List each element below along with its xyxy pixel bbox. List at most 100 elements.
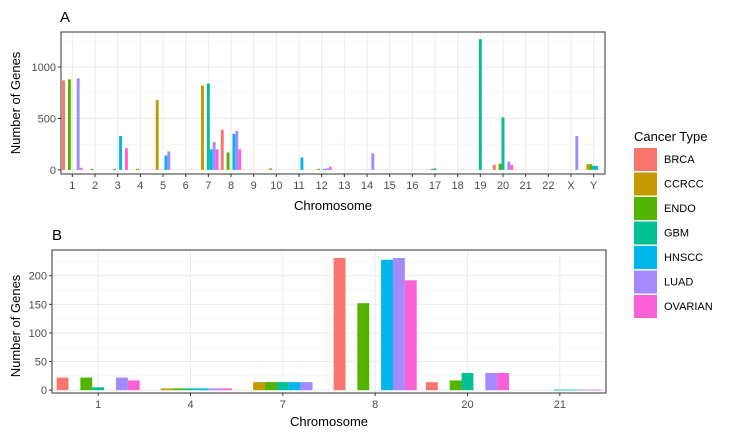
- legend-label-hnscc: HNSCC: [664, 252, 703, 264]
- panel-a-border: [60, 31, 606, 175]
- bar-endo-chr-1: [67, 79, 71, 170]
- x-tick-label: 2: [92, 180, 98, 192]
- x-tick-label: 13: [338, 180, 350, 192]
- bar-ccrcc-chr-4: [160, 388, 173, 391]
- bar-brca-chr-20: [425, 382, 438, 391]
- x-tick-label: 1: [69, 180, 75, 192]
- x-tick-label: 19: [474, 180, 486, 192]
- x-tick-label: 9: [251, 180, 257, 192]
- bar-endo-chr-8: [226, 152, 230, 170]
- legend-swatch-hnscc: [634, 246, 657, 269]
- bar-ccrcc-chr-10: [269, 168, 272, 170]
- y-tick-label: 0: [41, 385, 47, 397]
- x-tick-label: 21: [520, 180, 532, 192]
- x-tick-label: 16: [406, 180, 418, 192]
- bar-hnscc-chr-7: [209, 149, 213, 170]
- legend-label-luad: LUAD: [664, 277, 693, 289]
- bar-endo-chr-1: [80, 377, 93, 391]
- panel-b-border: [51, 249, 607, 394]
- legend-label-ccrcc: CCRCC: [664, 179, 704, 191]
- bar-endo-chr-4: [172, 388, 185, 391]
- x-tick-label: 21: [554, 399, 566, 411]
- bar-gbm-chr-20: [501, 117, 505, 170]
- x-tick-label: 8: [372, 399, 378, 411]
- bar-gbm-chr-7: [276, 382, 289, 391]
- bar-ovarian-chr-21: [589, 389, 602, 391]
- bar-endo-chr-Y: [589, 164, 593, 170]
- bar-luad-chr-7: [300, 382, 313, 391]
- legend-swatch-gbm: [634, 221, 657, 245]
- panel-a-y-axis-title: Number of Genes: [8, 51, 23, 154]
- bar-hnscc-chr-8: [381, 259, 393, 391]
- x-tick-label: 4: [137, 180, 143, 192]
- bar-gbm-chr-17: [433, 168, 437, 170]
- bar-gbm-chr-19: [478, 39, 482, 170]
- x-tick-label: 1: [95, 399, 101, 411]
- bar-hnscc-chr-7: [288, 382, 301, 391]
- legend-swatch-ccrcc: [634, 172, 657, 196]
- legend-label-brca: BRCA: [664, 154, 695, 166]
- bar-ovarian-chr-8: [404, 280, 417, 391]
- panel-a-background: [61, 32, 605, 174]
- y-tick-label: 150: [29, 299, 47, 311]
- x-tick-label: 18: [452, 180, 464, 192]
- bar-endo-chr-3: [113, 168, 117, 170]
- y-tick-label: 0: [50, 165, 56, 177]
- y-tick-label: 50: [35, 357, 47, 369]
- legend-label-gbm: GBM: [664, 228, 689, 240]
- x-tick-label: 20: [497, 180, 509, 192]
- x-tick-label: 20: [461, 399, 473, 411]
- legend-swatch-brca: [634, 148, 657, 171]
- bar-hnscc-chr-12: [323, 168, 327, 170]
- legend-swatch-endo: [634, 197, 657, 220]
- bar-ovarian-chr-12: [328, 166, 332, 170]
- x-tick-label: X: [567, 180, 575, 192]
- bar-brca-chr-20: [492, 164, 496, 170]
- bar-ovarian-chr-1: [79, 167, 83, 170]
- panel-b-plot: 0 50 100 150 200 1 4 7 8 20 21: [29, 249, 607, 411]
- x-tick-label: 3: [115, 180, 121, 192]
- bar-endo-chr-4: [135, 168, 139, 170]
- bar-luad-chr-20: [485, 372, 498, 391]
- bar-luad-chr-8: [392, 258, 405, 391]
- bar-luad-chr-5: [167, 151, 171, 170]
- y-tick-label: 1000: [32, 62, 56, 74]
- bar-ovarian-chr-20: [497, 372, 510, 391]
- bar-endo-chr-7: [265, 382, 277, 391]
- x-tick-label: 4: [187, 399, 193, 411]
- bar-luad-chr-4: [208, 388, 221, 391]
- bar-brca-chr-8: [333, 258, 346, 391]
- x-tick-label: 15: [384, 180, 396, 192]
- bar-hnscc-chr-3: [119, 135, 123, 170]
- bar-ovarian-chr-7: [215, 149, 219, 170]
- bar-brca-chr-8: [220, 129, 224, 170]
- y-tick-label: 500: [38, 113, 56, 125]
- y-tick-label: 200: [29, 271, 47, 283]
- bar-brca-chr-1: [56, 377, 69, 391]
- bar-luad-chr-21: [577, 389, 590, 391]
- bar-gbm-chr-1: [92, 387, 105, 391]
- bar-endo-chr-12: [317, 168, 321, 170]
- legend-items: BRCA CCRCC ENDO GBM HNSCC LUAD OVARIAN: [634, 148, 713, 318]
- x-tick-label: 14: [361, 180, 373, 192]
- legend-swatch-ovarian: [634, 295, 657, 318]
- bar-gbm-chr-20: [461, 372, 474, 391]
- legend-label-ovarian: OVARIAN: [664, 301, 713, 313]
- bar-gbm-chr-7: [206, 83, 210, 170]
- bar-luad-chr-1: [115, 377, 128, 391]
- bar-hnscc-chr-11: [300, 157, 304, 170]
- legend-label-endo: ENDO: [664, 203, 696, 215]
- bar-ovarian-chr-20: [510, 164, 514, 170]
- legend-title: Cancer Type: [634, 129, 707, 144]
- x-tick-label: 22: [542, 180, 554, 192]
- x-tick-label: 8: [228, 180, 234, 192]
- x-tick-label: 7: [280, 399, 286, 411]
- bar-gbm-chr-Y: [592, 165, 596, 170]
- panel-b-x-axis-title: Chromosome: [290, 414, 368, 429]
- legend-swatch-luad: [634, 270, 657, 294]
- panel-b-y-axis-title: Number of Genes: [8, 274, 23, 377]
- x-tick-label: 12: [316, 180, 328, 192]
- bar-endo-chr-17: [430, 168, 434, 170]
